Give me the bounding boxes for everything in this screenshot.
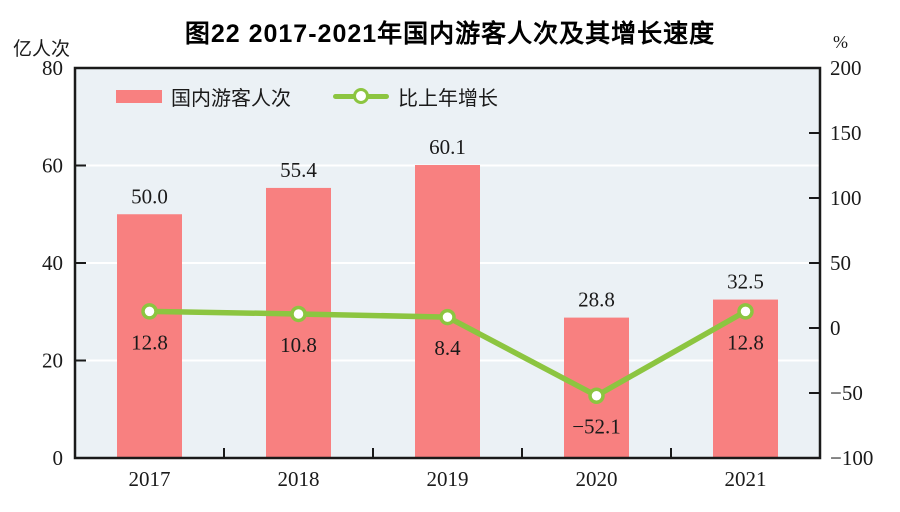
chart-title: 图22 2017-2021年国内游客人次及其增长速度 (184, 20, 716, 48)
legend: 国内游客人次 比上年增长 (116, 82, 498, 110)
left-axis-tick-label: 80 (42, 56, 63, 80)
left-axis-unit-label: 亿人次 (13, 39, 71, 60)
x-axis-label-2017: 2017 (129, 467, 171, 491)
bar-value-label: 28.8 (578, 288, 615, 312)
bar-2018 (266, 187, 331, 459)
right-axis-tick-label: −100 (830, 446, 873, 470)
line-value-label: 8.4 (434, 336, 461, 360)
legend-line-swatch (333, 87, 389, 105)
bar-value-label: 55.4 (280, 158, 317, 182)
line-marker-2021 (737, 303, 754, 320)
legend-bar-label: 国内游客人次 (171, 87, 291, 110)
x-axis-label-2018: 2018 (278, 467, 320, 491)
line-marker-2019 (439, 308, 456, 326)
right-axis-tick-label: 100 (830, 186, 862, 210)
left-axis-tick-label: 60 (42, 154, 63, 178)
line-value-label: 12.8 (131, 330, 168, 354)
bar-value-label: 32.5 (727, 270, 764, 294)
bar-value-label: 60.1 (429, 135, 466, 159)
right-axis-unit-label: % (833, 32, 848, 52)
left-axis-tick-label: 20 (42, 349, 63, 373)
line-marker-2018 (290, 305, 307, 323)
left-axis-tick-label: 0 (53, 446, 64, 470)
left-axis-tick-label: 40 (42, 251, 63, 275)
legend-line-marker-icon (353, 88, 369, 104)
right-axis-tick-label: 0 (830, 316, 841, 340)
line-value-label: 10.8 (280, 333, 317, 357)
x-axis-label-2020: 2020 (576, 467, 618, 491)
bar-value-label: 50.0 (131, 184, 168, 208)
right-axis-tick-label: 200 (830, 56, 862, 80)
line-marker-2017 (141, 303, 158, 320)
legend-bar-swatch (116, 89, 162, 103)
x-axis-label-2021: 2021 (725, 467, 767, 491)
right-axis-tick-label: −50 (830, 381, 863, 405)
line-value-label: −52.1 (572, 415, 621, 439)
line-marker-2020 (588, 387, 605, 404)
right-axis-tick-label: 50 (830, 251, 851, 275)
legend-line-label: 比上年增长 (398, 87, 498, 110)
x-axis-label-2019: 2019 (427, 467, 469, 491)
right-axis-tick-label: 150 (830, 121, 862, 145)
bar-2017 (117, 214, 182, 458)
line-value-label: 12.8 (727, 330, 764, 354)
